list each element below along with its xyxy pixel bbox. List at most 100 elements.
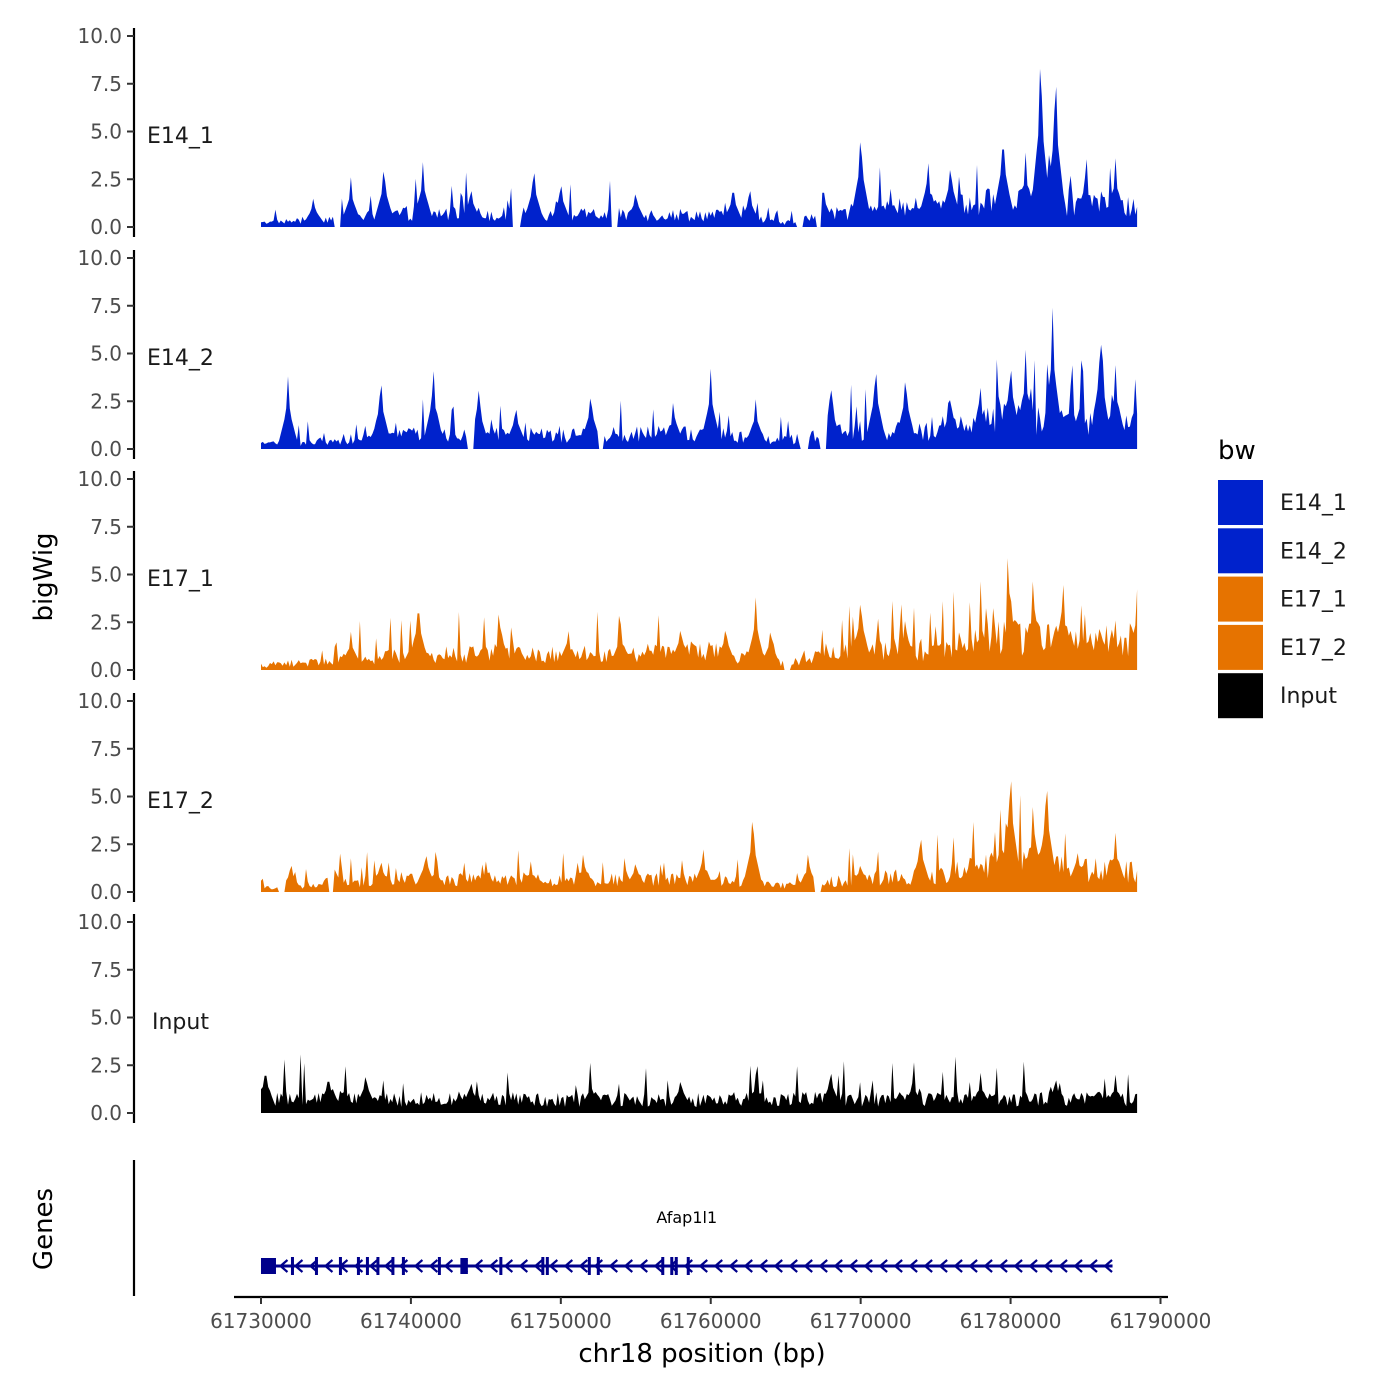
- strand-arrow: [503, 1259, 514, 1273]
- gene-exon: [365, 1257, 369, 1275]
- gene-exon: [391, 1257, 395, 1275]
- legend-label: E17_1: [1280, 588, 1347, 613]
- gene-exon: [338, 1257, 342, 1275]
- strand-arrow: [968, 1259, 978, 1273]
- strand-arrow: [728, 1259, 738, 1273]
- y-tick-label: 5.0: [90, 1006, 122, 1030]
- gene-exon: [596, 1257, 600, 1275]
- legend-label: Input: [1280, 684, 1337, 709]
- x-tick-label: 61740000: [360, 1309, 462, 1333]
- gene-exon: [376, 1257, 380, 1275]
- track-label: E14_1: [147, 124, 214, 149]
- genes-axis-title: Genes: [29, 1188, 59, 1270]
- track-e14-1: 0.0 2.5 5.0 7.5 10.0 E14_1: [77, 24, 1138, 239]
- gene-exon: [686, 1257, 690, 1275]
- gene-exon: [541, 1257, 545, 1275]
- strand-arrow: [983, 1259, 993, 1273]
- y-tick-label: 2.5: [90, 389, 122, 413]
- gene-exon: [437, 1257, 441, 1275]
- y-tick-label: 2.5: [90, 832, 122, 856]
- gene-exon: [661, 1257, 665, 1275]
- y-tick-label: 7.5: [90, 72, 122, 96]
- strand-arrow: [908, 1259, 918, 1273]
- track-label: E17_1: [147, 567, 214, 592]
- x-tick-label: 61770000: [810, 1309, 912, 1333]
- strand-arrow: [938, 1259, 948, 1273]
- track-e17-1: 0.0 2.5 5.0 7.5 10.0 E17_1: [77, 467, 1138, 682]
- strand-arrow: [833, 1259, 843, 1273]
- legend-swatch-input: [1218, 673, 1263, 719]
- strand-arrow: [818, 1259, 828, 1273]
- track-input: 0.0 2.5 5.0 7.5 10.0 Input: [77, 910, 1138, 1125]
- y-axis-title: bigWig: [29, 532, 59, 621]
- y-tick-label: 2.5: [90, 167, 122, 191]
- legend-swatch-e14-1: [1218, 480, 1263, 525]
- signal-tracks: 0.0 2.5 5.0 7.5 10.0 E14_1 0.0 2.5 5.0 7.5 10.0 E14…: [77, 24, 1138, 1125]
- track-e14-2: 0.0 2.5 5.0 7.5 10.0 E14_2: [77, 246, 1138, 461]
- strand-arrow: [623, 1259, 634, 1273]
- track-e17-2: 0.0 2.5 5.0 7.5 10.0 E17_2: [77, 689, 1138, 904]
- strand-arrow: [638, 1259, 648, 1273]
- strand-arrow: [683, 1259, 693, 1273]
- strand-arrow: [353, 1259, 364, 1273]
- strand-arrow: [773, 1259, 783, 1273]
- strand-arrow: [473, 1259, 484, 1273]
- strand-arrow: [953, 1259, 963, 1273]
- y-tick-label: 2.5: [90, 610, 122, 634]
- gene-exon: [401, 1257, 405, 1275]
- legend: bw E14_1 E14_2 E17_1 E17_2 Input: [1218, 436, 1347, 719]
- y-tick-label: 10.0: [77, 910, 122, 934]
- strand-arrow: [383, 1259, 394, 1273]
- legend-label: E14_2: [1280, 539, 1347, 564]
- x-axis-title: chr18 position (bp): [578, 1339, 825, 1369]
- strand-arrow: [413, 1259, 424, 1273]
- track-label: E17_2: [147, 789, 214, 814]
- strand-arrow: [788, 1259, 798, 1273]
- legend-label: E14_1: [1280, 491, 1347, 516]
- strand-arrow: [428, 1259, 439, 1273]
- strand-arrow: [893, 1259, 903, 1273]
- strand-arrow: [713, 1259, 723, 1273]
- signal-area-e17-1: [261, 558, 1138, 670]
- track-label: Input: [152, 1010, 209, 1035]
- legend-label: E17_2: [1280, 636, 1347, 661]
- strand-arrow: [653, 1259, 663, 1273]
- y-tick-label: 0.0: [90, 1101, 122, 1125]
- x-tick-label: 61790000: [1110, 1309, 1212, 1333]
- y-tick-label: 5.0: [90, 785, 122, 809]
- strand-arrow: [398, 1259, 409, 1273]
- y-tick-label: 5.0: [90, 342, 122, 366]
- strand-arrow: [848, 1259, 858, 1273]
- strand-arrow: [863, 1259, 873, 1273]
- strand-arrow: [518, 1259, 529, 1273]
- gene-exon: [356, 1257, 360, 1275]
- y-tick-label: 10.0: [77, 689, 122, 713]
- strand-arrow: [923, 1259, 933, 1273]
- y-tick-label: 0.0: [90, 215, 122, 239]
- signal-area-input: [261, 1054, 1138, 1113]
- x-axis: 61730000 61740000 61750000 61760000 61770000…: [210, 1295, 1212, 1333]
- y-tick-label: 5.0: [90, 563, 122, 587]
- strand-arrow: [743, 1259, 753, 1273]
- y-tick-label: 10.0: [77, 467, 122, 491]
- strand-arrow: [593, 1259, 604, 1273]
- strand-arrow: [803, 1259, 813, 1273]
- signal-area-e17-2: [261, 781, 1138, 892]
- gene-exon: [674, 1257, 678, 1275]
- y-tick-label: 0.0: [90, 880, 122, 904]
- strand-arrow: [1073, 1259, 1083, 1273]
- gene-exon: [260, 1258, 276, 1274]
- strand-arrow: [1058, 1259, 1068, 1273]
- gene-name-label: Afap1l1: [656, 1208, 717, 1227]
- y-tick-label: 7.5: [90, 515, 122, 539]
- legend-title: bw: [1218, 436, 1256, 466]
- gene-exon: [499, 1257, 503, 1275]
- y-tick-label: 7.5: [90, 737, 122, 761]
- strand-arrow: [1028, 1259, 1038, 1273]
- strand-arrow: [323, 1259, 334, 1273]
- strand-arrow: [443, 1259, 454, 1273]
- strand-arrow: [563, 1259, 574, 1273]
- strand-arrow: [1013, 1259, 1023, 1273]
- gene-exon: [314, 1257, 318, 1275]
